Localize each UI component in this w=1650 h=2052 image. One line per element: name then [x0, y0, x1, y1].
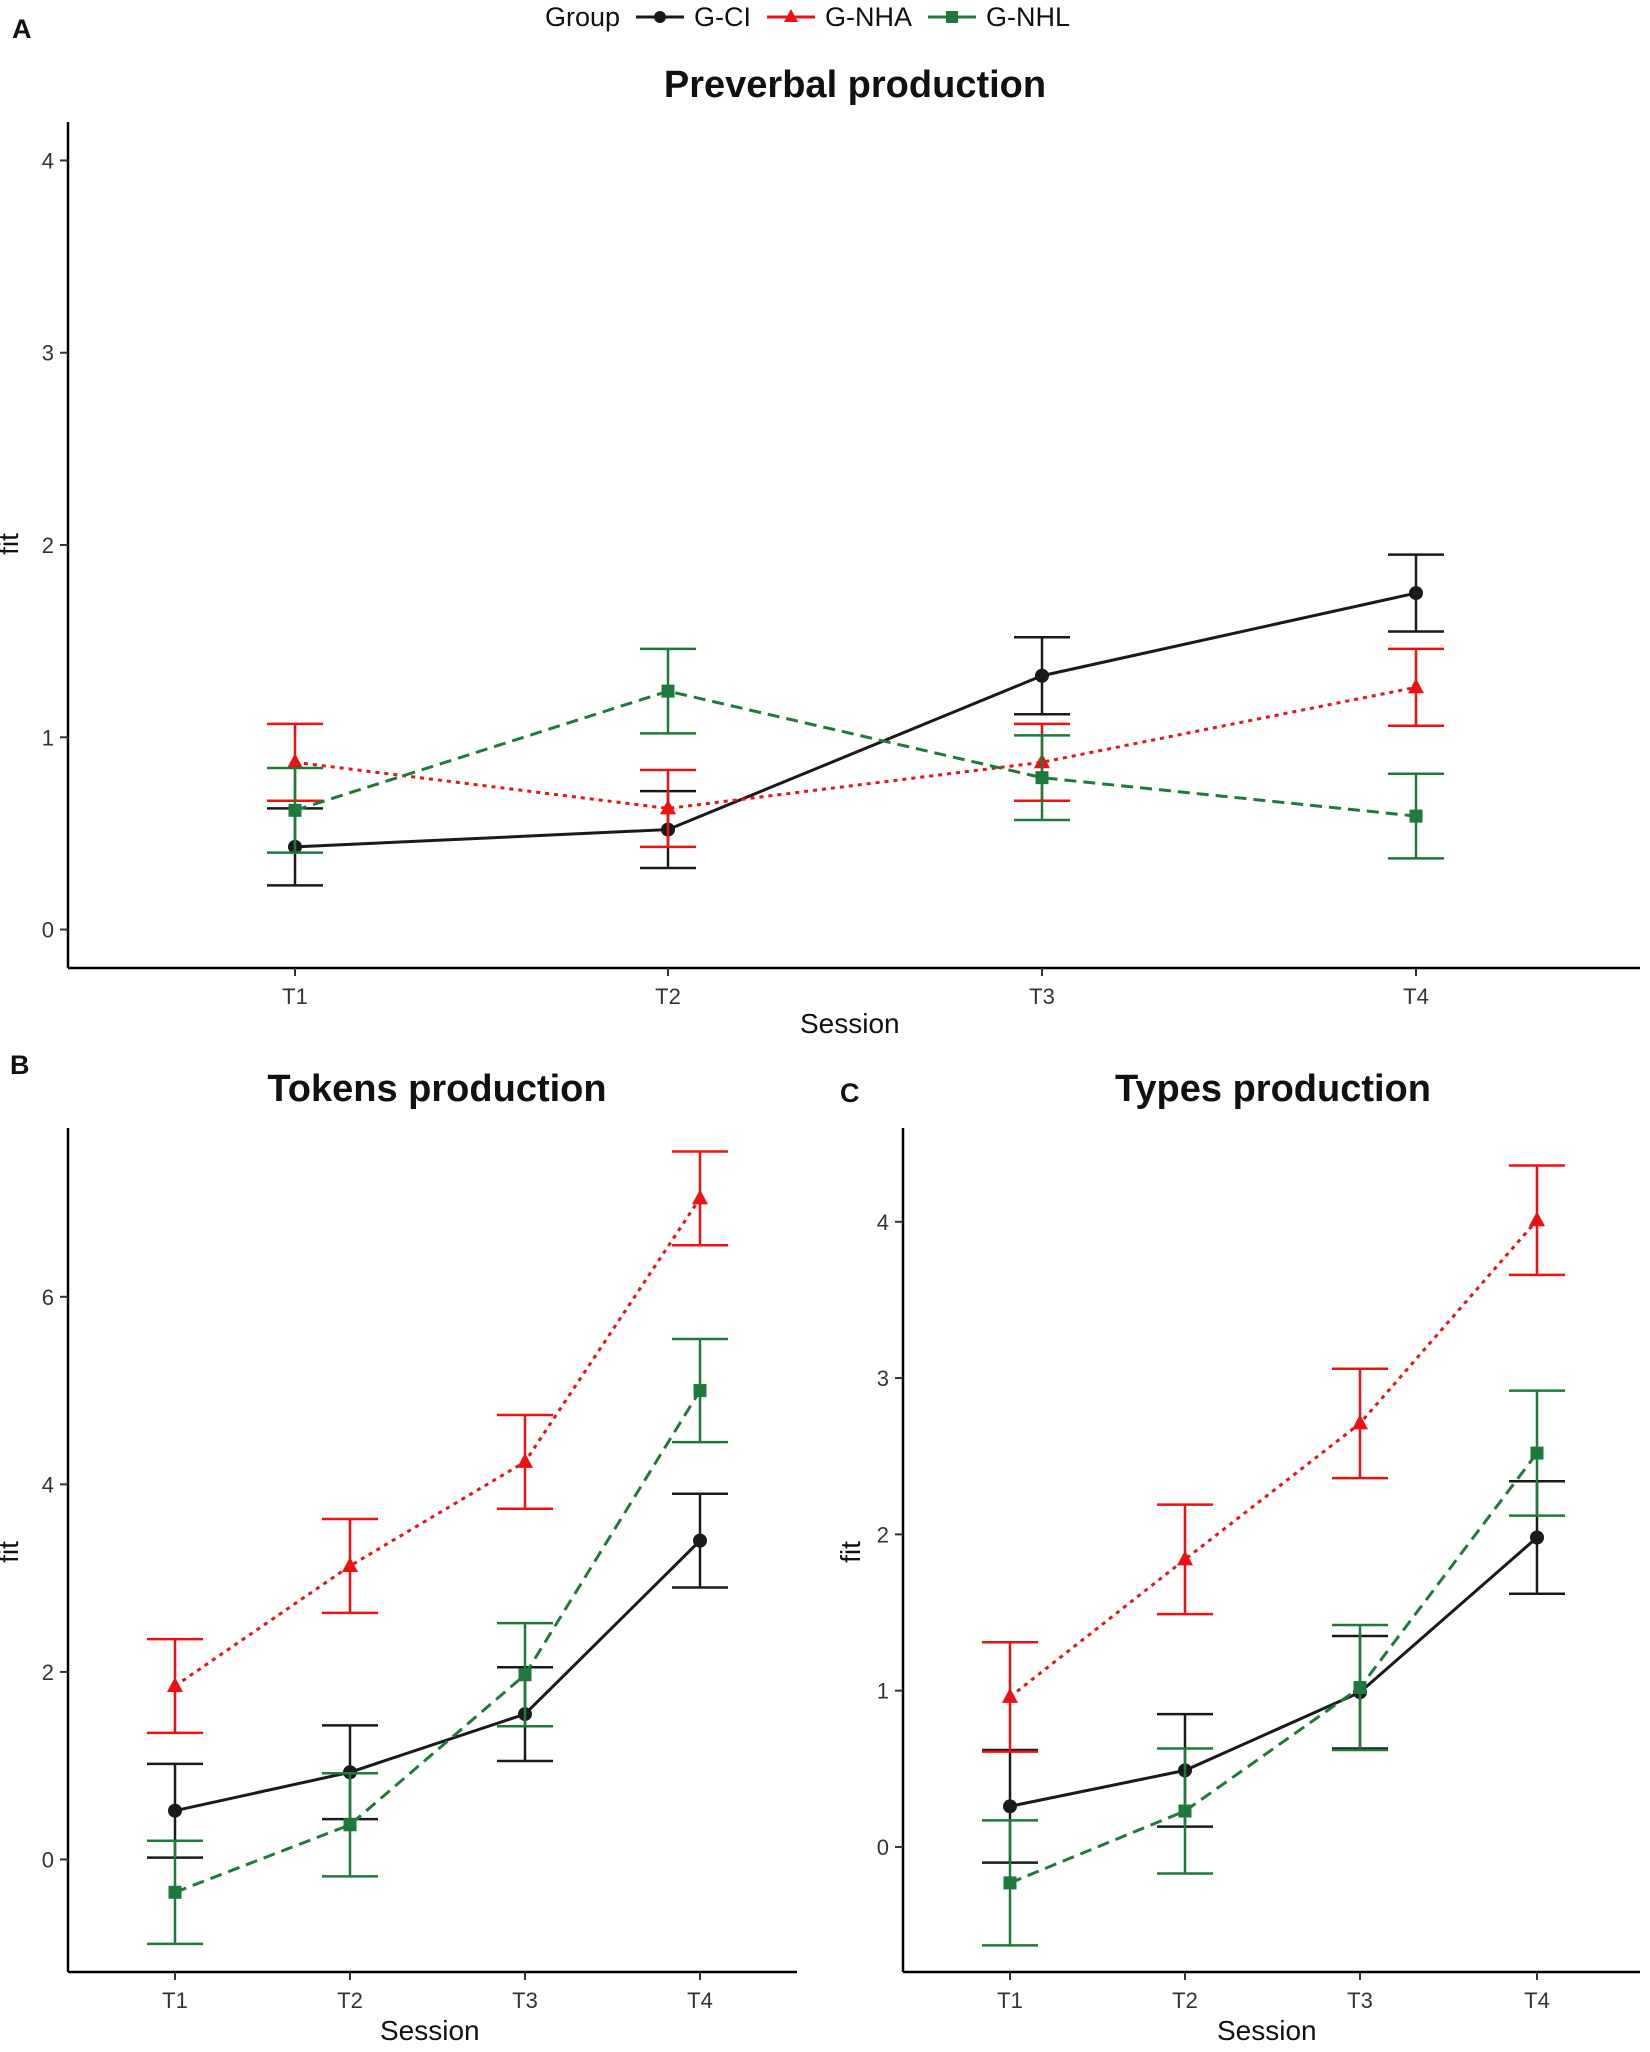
panel-b-title: Tokens production [267, 1068, 607, 1110]
legend-item-g-ci: G-CI [634, 2, 751, 33]
legend-item-g-nhl: G-NHL [926, 2, 1070, 33]
panel-a-line-g-nhl [294, 689, 1417, 818]
panel-b-line-g-nhl [174, 1389, 702, 1894]
panel-letter-a: A [12, 14, 32, 44]
panel-a-point-g-nhl [288, 803, 302, 817]
panel-b-point-g-ci [168, 1803, 182, 1818]
legend-label-g-nha: G-NHA [825, 1, 913, 32]
panel-a-point-g-nha [1408, 678, 1424, 694]
panel-a-ytick-label: 4 [42, 148, 54, 173]
panel-c-ytick-label: 3 [877, 1366, 889, 1391]
panel-a-point-g-nhl [661, 684, 675, 698]
panel-a-point-g-nhl [1035, 771, 1049, 785]
legend-key-g-nha [767, 9, 816, 22]
panel-b-ytick-label: 6 [42, 1285, 54, 1310]
legend-item-g-nha: G-NHA [765, 2, 912, 33]
panel-a-ytick-label: 0 [42, 918, 54, 943]
panel-c-point-g-ci [1530, 1530, 1544, 1545]
panel-c-ytick-label: 4 [877, 1210, 889, 1235]
legend: Group G-CI G-NHA G-NHL [545, 0, 1084, 34]
panel-a-ytick-label: 3 [42, 341, 54, 366]
panel-a-point-g-nhl [1409, 809, 1423, 823]
panel-a-xtick-label: T3 [1029, 984, 1055, 1009]
panel-a-point-g-ci [1035, 668, 1049, 683]
legend-title: Group [545, 1, 621, 32]
panel-c-xtick-label: T4 [1524, 1988, 1550, 2013]
panel-a-xtick-label: T4 [1403, 984, 1429, 1009]
panel-c-xlabel: Session [1217, 2015, 1317, 2046]
panel-a-xlabel: Session [800, 1008, 900, 1039]
panel-c-point-g-nha [1529, 1211, 1545, 1227]
panel-b-point-g-nha [692, 1189, 708, 1205]
panel-c-line-g-nha [1009, 1219, 1539, 1699]
panel-b-xtick-label: T3 [512, 1988, 538, 2013]
panel-c-point-g-nha [1352, 1414, 1368, 1430]
panel-b-xtick-label: T2 [337, 1988, 363, 2013]
legend-key-g-ci [636, 11, 685, 23]
panel-c-line-g-nhl [1009, 1452, 1539, 1885]
panel-c-point-g-nha [1177, 1550, 1193, 1566]
panel-letter-c: C [840, 1078, 860, 1108]
panel-b-point-g-ci [693, 1533, 707, 1548]
panel-b-point-g-nha [167, 1676, 183, 1692]
panel-c-ytick-label: 0 [877, 1835, 889, 1860]
panel-c-point-g-nhl [1003, 1876, 1017, 1890]
panel-b-xtick-label: T4 [687, 1988, 713, 2013]
panel-a-point-g-nha [287, 753, 303, 769]
panel-b-line-g-ci [174, 1539, 702, 1813]
panel-b-ytick-label: 4 [42, 1472, 54, 1497]
panel-b-ytick-label: 2 [42, 1660, 54, 1685]
panel-a-ytick-label: 2 [42, 533, 54, 558]
panel-c-point-g-nhl [1530, 1446, 1544, 1460]
panel-a-ytick-label: 1 [42, 725, 54, 750]
panel-c-xtick-label: T3 [1347, 1988, 1373, 2013]
panel-a-point-g-ci [1409, 586, 1423, 601]
panel-b-point-g-nha [342, 1556, 358, 1572]
panel-c-point-g-ci [1003, 1799, 1017, 1814]
panel-c-title: Types production [1115, 1068, 1431, 1110]
panel-b-xlabel: Session [380, 2015, 480, 2046]
panel-a-line-g-ci [294, 591, 1417, 849]
panel-b-xtick-label: T1 [162, 1988, 188, 2013]
panel-a-title: Preverbal production [663, 64, 1047, 106]
panel-a-line-g-nha [294, 685, 1417, 810]
panel-b-point-g-nhl [168, 1885, 182, 1899]
panel-letter-b: B [10, 1050, 30, 1080]
panel-b-point-g-nha [517, 1452, 533, 1468]
panel-b-line-g-nha [174, 1197, 702, 1688]
panel-a-xtick-label: T1 [282, 984, 308, 1009]
panel-c-ytick-label: 2 [877, 1522, 889, 1547]
panel-c-ytick-label: 1 [877, 1679, 889, 1704]
panel-b-point-g-nhl [518, 1668, 532, 1682]
panel-c-point-g-nha [1002, 1687, 1018, 1703]
panel-b-point-g-nhl [693, 1384, 707, 1398]
panel-c-xtick-label: T2 [1172, 1988, 1198, 2013]
legend-label-g-ci: G-CI [694, 1, 752, 32]
legend-key-g-nhl [928, 11, 977, 23]
panel-b-point-g-nhl [343, 1818, 357, 1832]
panel-c-point-g-nhl [1353, 1681, 1367, 1695]
panel-c-point-g-nhl [1178, 1804, 1192, 1818]
panel-b-ytick-label: 0 [42, 1847, 54, 1872]
panel-a-point-g-nha [660, 799, 676, 815]
legend-label-g-nhl: G-NHL [986, 1, 1071, 32]
panel-c-line-g-ci [1009, 1536, 1538, 1808]
panel-c-xtick-label: T1 [997, 1988, 1023, 2013]
panel-a-xtick-label: T2 [655, 984, 681, 1009]
